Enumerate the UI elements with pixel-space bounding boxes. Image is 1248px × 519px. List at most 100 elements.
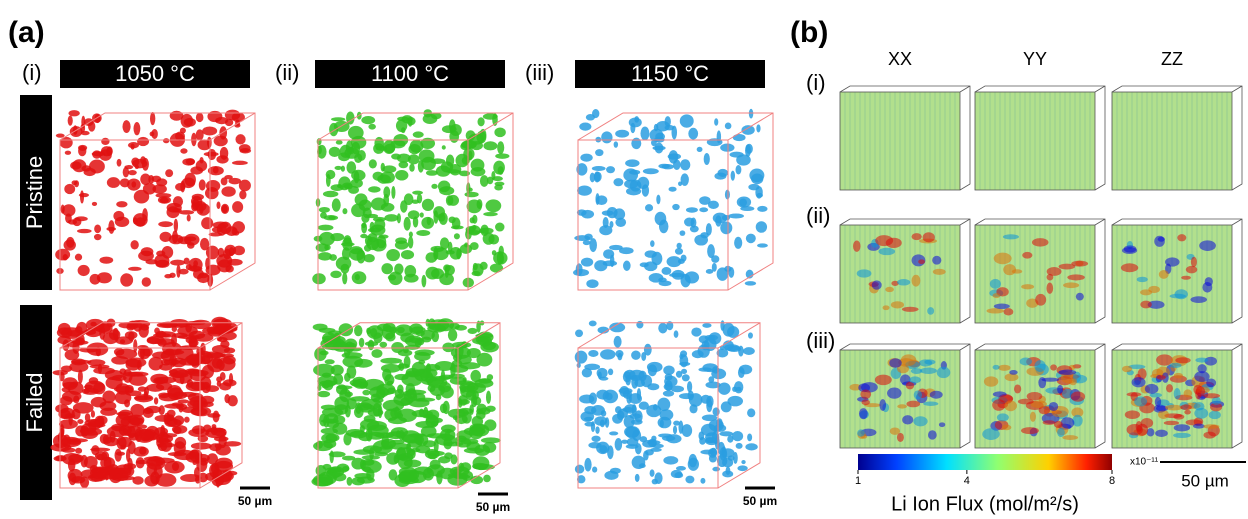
blob — [92, 202, 97, 206]
blob — [575, 465, 584, 474]
blob — [360, 459, 366, 469]
blob — [579, 123, 591, 131]
blob — [625, 427, 639, 439]
blob — [92, 466, 109, 472]
blob — [402, 115, 413, 123]
blob — [133, 217, 138, 224]
blob — [189, 339, 199, 347]
blob — [688, 128, 698, 140]
blob — [449, 130, 459, 143]
blob — [736, 443, 743, 449]
blob — [374, 452, 388, 456]
blob — [685, 271, 699, 283]
blob — [702, 363, 717, 372]
blob — [736, 165, 742, 175]
blob — [126, 324, 134, 331]
blob — [124, 165, 133, 169]
blob — [592, 467, 597, 473]
blob — [77, 419, 83, 424]
blob — [117, 159, 122, 167]
blob — [224, 471, 237, 476]
blob — [148, 175, 154, 184]
scale-bar-label: 50 µm — [238, 494, 272, 508]
blob — [129, 374, 148, 386]
row-label: (ii) — [806, 203, 830, 228]
blob — [476, 353, 492, 367]
column-label: XX — [888, 49, 912, 69]
cube-render — [312, 109, 513, 290]
blob — [728, 213, 744, 218]
blob — [627, 438, 639, 447]
blob — [720, 320, 724, 331]
blob — [681, 255, 687, 262]
blob — [658, 323, 667, 334]
blob — [174, 415, 185, 425]
blob — [404, 356, 411, 368]
blob — [589, 321, 597, 327]
blob — [195, 454, 209, 462]
blob — [454, 475, 470, 479]
blob — [720, 144, 734, 152]
blob — [631, 138, 641, 149]
blob — [323, 191, 338, 197]
blob — [476, 408, 483, 414]
blob — [346, 161, 356, 173]
flux-spot — [1043, 420, 1056, 425]
blob — [448, 329, 457, 341]
blob — [714, 118, 718, 125]
blob — [387, 381, 393, 386]
blob — [470, 242, 479, 250]
blob — [56, 134, 65, 138]
blob — [414, 352, 431, 361]
blob — [672, 270, 685, 280]
blob — [629, 413, 641, 419]
flux-spot — [1203, 393, 1220, 398]
blob — [702, 414, 717, 421]
blob — [412, 191, 423, 195]
blob — [493, 161, 505, 175]
blob — [668, 153, 681, 159]
blob — [196, 203, 210, 216]
blob — [704, 153, 710, 165]
blob — [395, 170, 408, 181]
blob — [409, 433, 425, 437]
cube-render — [311, 318, 500, 488]
blob — [386, 431, 406, 439]
flux-spot — [875, 375, 892, 386]
blob — [125, 357, 146, 367]
blob — [738, 367, 745, 378]
blob — [171, 358, 186, 368]
blob — [490, 263, 503, 272]
blob — [362, 390, 370, 396]
flux-spot — [1141, 418, 1154, 428]
blob — [699, 207, 708, 212]
blob — [323, 415, 329, 428]
blob — [595, 426, 599, 434]
blob — [215, 443, 222, 448]
blob — [369, 159, 377, 168]
figure: (a) (b) (i)1050 °C(ii)1100 °C(iii)1150 °… — [0, 0, 1248, 519]
flux-spot — [993, 365, 1000, 370]
blob — [154, 397, 158, 404]
flux-spot — [879, 399, 886, 411]
blob — [588, 350, 598, 357]
flux-spot — [1174, 388, 1181, 399]
flux-spot — [1076, 293, 1084, 301]
blob — [218, 248, 224, 258]
blob — [204, 152, 219, 157]
blob — [602, 210, 614, 215]
blob — [186, 158, 195, 165]
blob — [368, 408, 384, 416]
blob — [341, 242, 355, 246]
blob — [154, 427, 168, 436]
blob — [128, 170, 137, 175]
blob — [615, 130, 629, 138]
blob — [62, 435, 71, 449]
blob — [663, 390, 674, 396]
blob — [417, 338, 424, 345]
blob — [368, 186, 380, 192]
blob — [456, 436, 467, 442]
blob — [239, 180, 251, 192]
blob — [159, 393, 178, 401]
flux-spot — [933, 269, 946, 275]
